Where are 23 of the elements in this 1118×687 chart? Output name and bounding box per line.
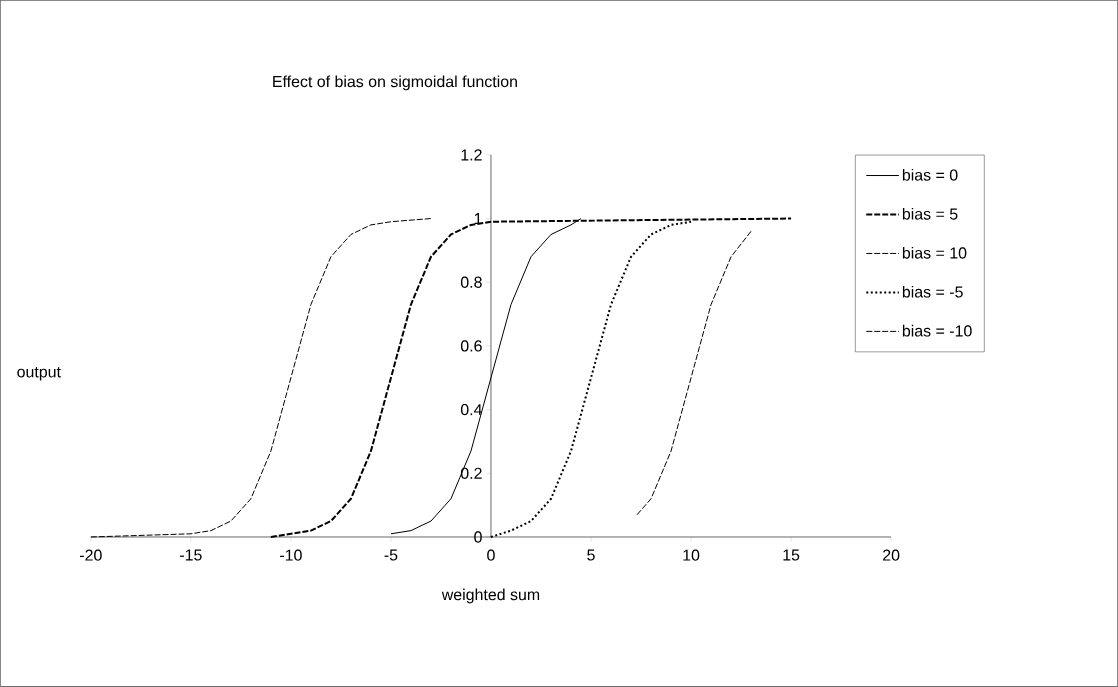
x-tick-label: 20	[883, 549, 900, 561]
y-tick-label: 0.6	[460, 340, 482, 352]
x-tick-label: -20	[80, 549, 102, 561]
x-tick-label: 0	[487, 549, 495, 561]
x-tick-label: 5	[587, 549, 595, 561]
legend-label: bias = 0	[902, 169, 958, 181]
y-tick-label: 1.2	[461, 149, 482, 161]
legend-label: bias = -10	[902, 324, 972, 337]
legend-label: bias = -5	[902, 285, 963, 298]
chart-title: Effect of bias on sigmoidal function	[273, 75, 517, 91]
x-tick-label: -15	[180, 549, 202, 561]
x-tick-label: 10	[683, 549, 700, 561]
y-axis-title: output	[17, 367, 61, 381]
y-tick-label: 0.2	[460, 467, 482, 480]
x-axis-title: weighted sum	[441, 588, 540, 604]
legend-label: bias = 5	[902, 208, 958, 220]
x-tick-label: 15	[783, 549, 800, 561]
legend-label: bias = 10	[902, 247, 967, 259]
y-tick-label: 0	[474, 531, 482, 543]
y-tick-label: 0.8	[460, 276, 482, 288]
x-tick-label: -5	[384, 549, 398, 561]
x-tick-label: -10	[280, 549, 302, 561]
y-tick-label: 0.4	[460, 404, 482, 416]
